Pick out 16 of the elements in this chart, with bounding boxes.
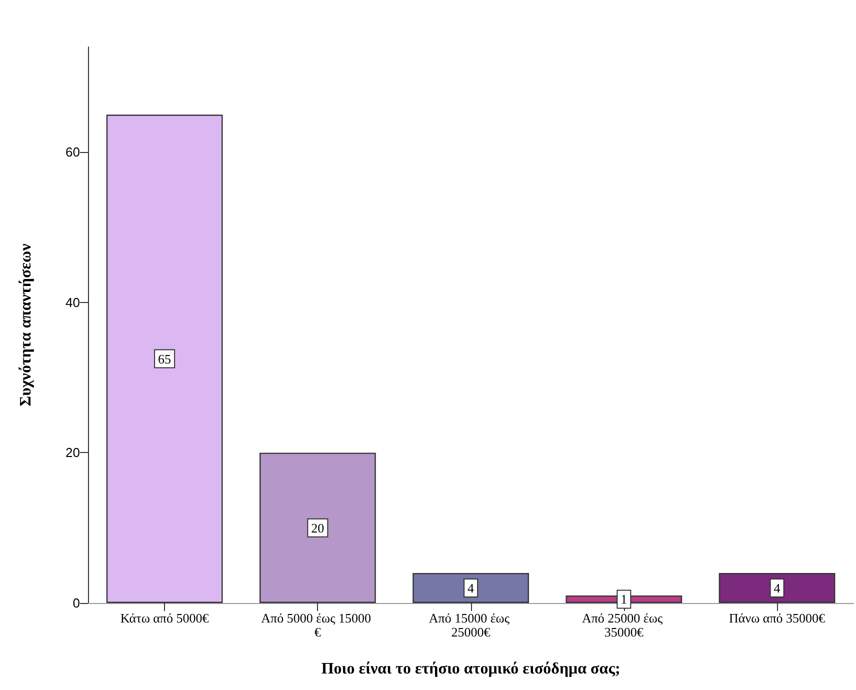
y-axis-title: Συχνότητα απαντήσεων	[18, 244, 34, 406]
data-label: 1	[620, 592, 628, 607]
x-tick-label: Από 5000 έως 15000 €	[261, 610, 374, 640]
x-tick-label: Από 25000 έως 35000€	[582, 610, 666, 640]
x-tick-label: Κάτω από 5000€	[120, 610, 210, 626]
data-label: 4	[774, 580, 781, 596]
y-tick-label: 20	[66, 445, 80, 460]
x-tick-label: Πάνω από 35000€	[729, 610, 826, 626]
x-tick-label: Από 15000 έως 25000€	[428, 610, 513, 640]
data-label: 4	[468, 580, 475, 596]
y-tick-label: 60	[66, 144, 80, 160]
y-tick-label: 0	[72, 596, 80, 610]
x-axis-title: Ποιο είναι το ετήσιο ατομικό εισόδημα σας;	[321, 660, 620, 678]
y-tick-label: 40	[66, 294, 80, 310]
data-label: 20	[311, 520, 324, 536]
data-label: 65	[158, 351, 172, 366]
